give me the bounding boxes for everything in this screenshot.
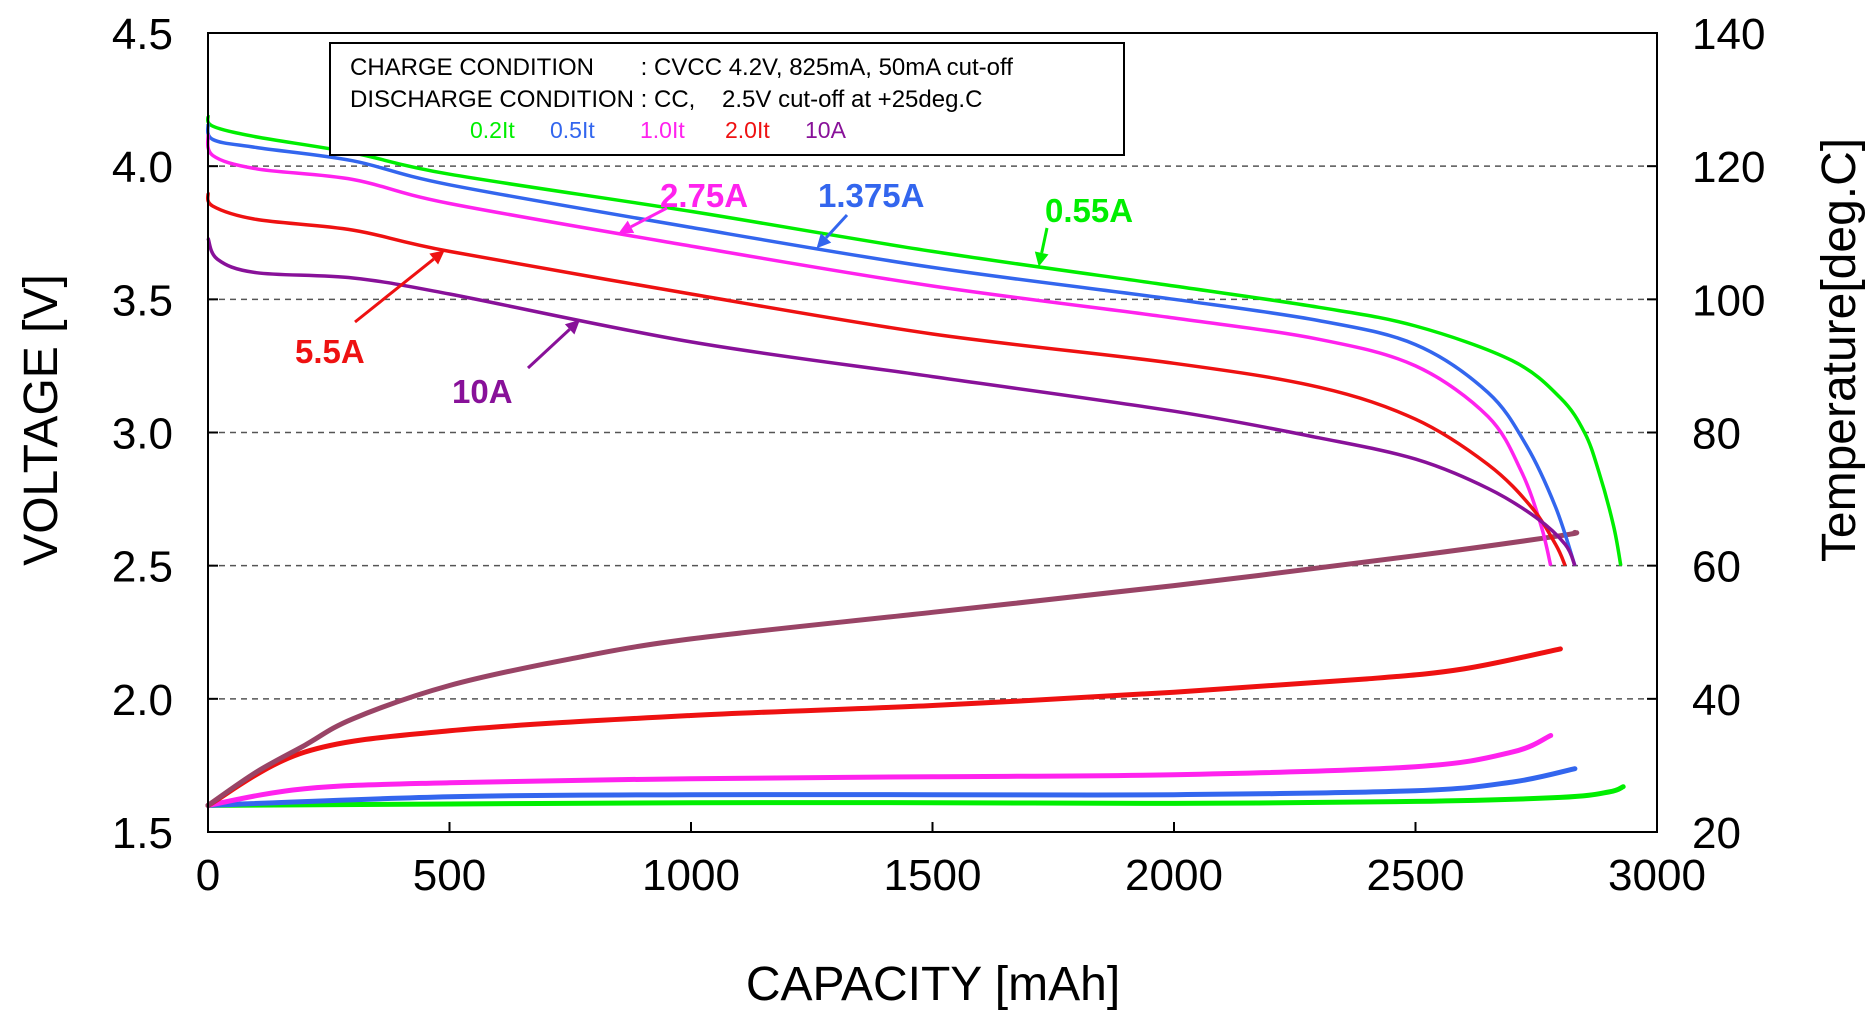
y-tick-label: 3.5 [112,276,173,325]
discharge-condition-text: DISCHARGE CONDITION : CC, 2.5V cut-off a… [350,86,982,113]
annotation-arrowhead [564,319,580,335]
y-tick-label: 3.0 [112,410,173,459]
y-tick-label: 4.5 [112,10,173,59]
legend-item: 1.0It [640,117,685,143]
legend-item: 2.0It [725,117,770,143]
y2-tick-label: 20 [1692,809,1741,858]
legend-item: 0.2It [470,117,515,143]
y-tick-label: 2.0 [112,676,173,725]
y2-tick-label: 60 [1692,543,1741,592]
x-tick-label: 2000 [1125,851,1223,900]
y-tick-label: 1.5 [112,809,173,858]
annotation-arrowhead [1034,251,1049,267]
y2-axis-title: Temperature[deg.C] [1813,138,1866,562]
temperature-line-1-0It [205,733,1554,808]
temperature-line-0-5It [205,766,1578,808]
voltage-line-10A [206,237,1577,567]
temperature-line-0-2It [205,784,1626,808]
y-tick-label: 2.5 [112,543,173,592]
legend: 0.2It 0.5It 1.0It 2.0It 10A [470,117,847,143]
x-axis-title: CAPACITY [mAh] [746,958,1120,1011]
temperature-lines [205,529,1626,808]
annotations: 0.55A 1.375A 2.75A 5.5A 10A [295,177,1133,410]
x-tick-label: 500 [413,851,486,900]
annotation-arrow [824,213,849,239]
annotation-label: 2.75A [660,177,748,214]
y2-tick-label: 100 [1692,276,1765,325]
y2-tick-label: 80 [1692,410,1741,459]
annotation-label: 10A [452,373,513,410]
y2-tick-label: 140 [1692,10,1765,59]
temperature-line-2-0It [205,646,1563,808]
y-axis-title: VOLTAGE [V] [15,274,68,566]
temperature-line-10A [205,529,1580,808]
legend-item: 0.5It [550,117,595,143]
annotation-arrowhead [816,233,832,249]
charge-condition-text: CHARGE CONDITION : CVCC 4.2V, 825mA, 50m… [350,54,1013,81]
annotation-label: 1.375A [818,177,924,214]
x-tick-label: 0 [196,851,220,900]
y2-tick-label: 120 [1692,143,1765,192]
annotation-arrow [526,328,571,370]
x-tick-label: 3000 [1608,851,1706,900]
annotation-arrowhead [429,250,445,265]
annotation-arrow [354,257,435,324]
axes: 0 500 1000 1500 2000 2500 3000 1.5 2.0 2.5 3.0 3.5 4… [112,10,1766,900]
annotation-arrow [1040,227,1049,254]
annotation-arrow [630,206,668,229]
y2-tick-label: 40 [1692,676,1741,725]
annotation-arrowhead [618,220,635,234]
annotation-label: 5.5A [295,333,365,370]
y-tick-label: 4.0 [112,143,173,192]
x-tick-label: 1000 [642,851,740,900]
x-tick-label: 2500 [1367,851,1465,900]
voltage-line-1-0It [205,133,1553,567]
condition-box: CHARGE CONDITION : CVCC 4.2V, 825mA, 50m… [329,42,1125,156]
voltage-line-2-0It [205,192,1567,567]
voltage-line-0-5It [205,123,1577,567]
legend-item: 10A [805,117,847,143]
x-tick-label: 1500 [884,851,982,900]
annotation-label: 0.55A [1045,192,1133,229]
